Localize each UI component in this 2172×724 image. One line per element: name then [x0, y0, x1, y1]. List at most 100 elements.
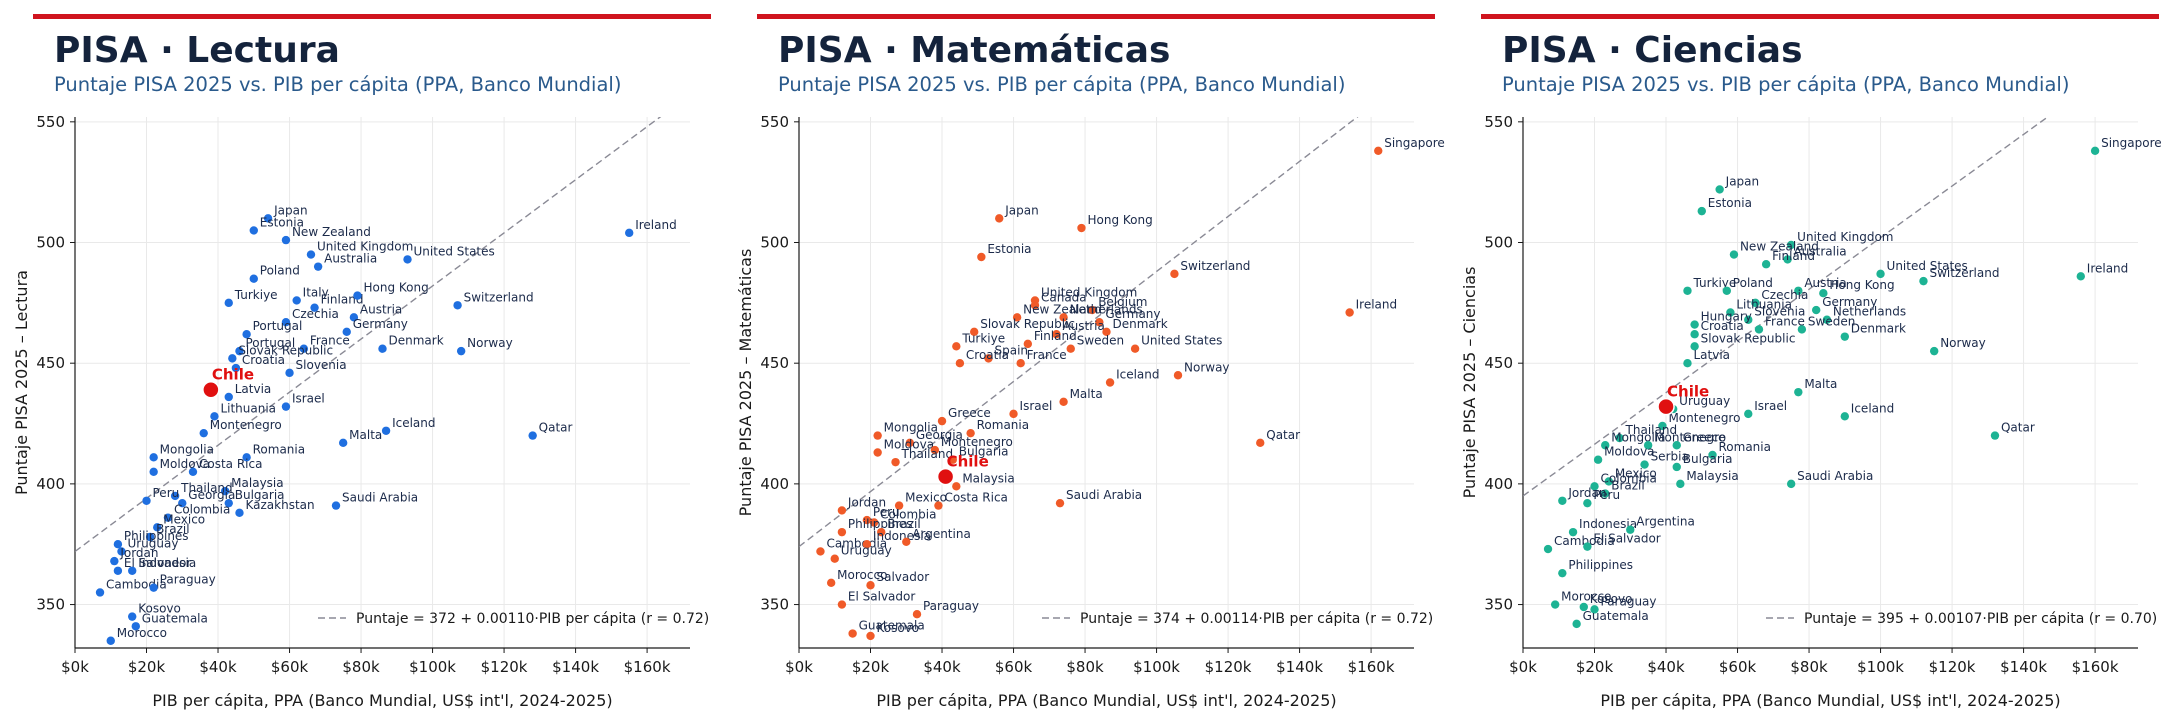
point-label: Colombia — [880, 507, 936, 521]
data-point — [1919, 276, 1928, 286]
data-point — [837, 527, 847, 537]
top-accent-bar — [1481, 14, 2159, 19]
point-label: United Kingdom — [317, 240, 413, 254]
point-label: Serbia — [1651, 450, 1689, 464]
point-label: El Salvador — [124, 556, 191, 570]
y-tick-label: 400 — [760, 475, 789, 493]
data-point — [153, 523, 162, 532]
point-label: Qatar — [2001, 421, 2035, 435]
point-label: Morocco — [117, 626, 167, 640]
data-point — [310, 303, 319, 312]
data-point — [1726, 308, 1735, 317]
point-label: Ireland — [635, 218, 677, 232]
data-point — [281, 235, 291, 245]
point-label: Belgium — [1098, 295, 1147, 309]
data-point — [292, 296, 301, 305]
data-point — [891, 457, 900, 467]
data-point — [331, 501, 341, 510]
data-point — [1729, 250, 1739, 259]
point-label: United Kingdom — [1041, 285, 1137, 299]
data-point — [528, 431, 537, 440]
x-tick-label: $20k — [852, 658, 890, 676]
x-tick-label: $80k — [1790, 658, 1828, 676]
point-label: Israel — [1020, 399, 1053, 413]
point-label: Australia — [324, 252, 377, 266]
data-point — [952, 342, 961, 351]
x-tick-label: $60k — [995, 658, 1033, 676]
data-point — [249, 274, 258, 283]
data-point — [1583, 542, 1592, 551]
point-label: Hungary — [1701, 310, 1752, 324]
point-label: Philippines — [1568, 558, 1633, 572]
trend-line — [1523, 117, 2049, 497]
point-label: Philippines — [848, 517, 913, 531]
data-point — [1087, 305, 1097, 315]
point-label: Denmark — [1113, 317, 1168, 331]
data-point — [1256, 438, 1265, 448]
point-label: Qatar — [1266, 428, 1300, 442]
data-point — [1593, 455, 1603, 464]
point-label: Greece — [948, 406, 991, 420]
y-axis-label: Puntaje PISA 2025 – Lectura — [12, 270, 31, 495]
point-label: Brazil — [887, 517, 921, 531]
data-point — [1066, 344, 1075, 353]
point-label: Hong Kong — [1087, 213, 1152, 227]
point-label: Iceland — [1851, 401, 1894, 415]
highlight-point-chile — [936, 467, 955, 486]
data-point — [952, 482, 961, 491]
point-label: New Zealand — [1023, 302, 1102, 316]
data-point — [937, 416, 947, 426]
point-label: Poland — [1733, 276, 1773, 290]
point-label: Singapore — [2101, 136, 2162, 150]
data-point — [178, 498, 187, 508]
x-tick-label: $40k — [199, 658, 237, 676]
point-label: France — [310, 334, 350, 348]
data-point — [1550, 600, 1560, 609]
data-point — [862, 540, 872, 549]
data-point — [1929, 346, 1939, 356]
point-label: Norway — [467, 336, 513, 350]
point-label: Uruguay — [127, 536, 178, 550]
point-label: Colombia — [1601, 471, 1657, 485]
point-label: Finland — [1772, 249, 1815, 263]
data-point — [930, 445, 940, 455]
points: Singapore Japan Hong Kong Estonia Switzerlan… — [816, 136, 1445, 641]
data-point — [1722, 286, 1732, 295]
data-point — [1052, 330, 1061, 339]
grid — [798, 117, 1414, 648]
data-point — [1672, 462, 1681, 472]
data-point — [306, 250, 316, 259]
data-point — [263, 214, 273, 223]
data-point — [1012, 313, 1022, 322]
point-label: Latvia — [235, 382, 272, 396]
point-label: Portugal — [245, 336, 295, 350]
x-tick-label: $160k — [624, 658, 671, 676]
data-point — [281, 402, 291, 411]
point-label: Malta — [1804, 377, 1837, 391]
point-label: Morocco — [1561, 590, 1611, 604]
point-label: Jordan — [1567, 486, 1606, 500]
point-label: Mexico — [163, 512, 205, 526]
chart-subtitle: Puntaje PISA 2025 vs. PIB per cápita (PP… — [54, 73, 621, 96]
point-label: Greece — [1683, 430, 1726, 444]
data-point — [106, 636, 115, 645]
point-label: France — [1765, 314, 1805, 328]
highlight-point-chile — [1657, 397, 1675, 416]
point-label: Indonesia — [1579, 517, 1637, 531]
legend-label: Puntaje = 374 + 0.00114·PIB per cápita (… — [1080, 611, 1433, 627]
point-label: Montenegro — [1668, 411, 1740, 425]
point-label: Canada — [1041, 290, 1087, 304]
point-label: Ireland — [2087, 261, 2129, 275]
point-label: Malaysia — [1686, 469, 1738, 483]
data-point — [955, 358, 965, 368]
y-tick-label: 400 — [1484, 475, 1513, 493]
y-tick-label: 500 — [1484, 234, 1513, 252]
data-point — [1055, 498, 1065, 508]
data-point — [1583, 498, 1592, 508]
x-tick-label: $0k — [1509, 658, 1537, 676]
point-label: Salvador — [877, 570, 930, 584]
data-point — [873, 431, 882, 440]
panel-matematicas: PISA · Matemáticas Puntaje PISA 2025 vs. … — [724, 0, 1448, 724]
